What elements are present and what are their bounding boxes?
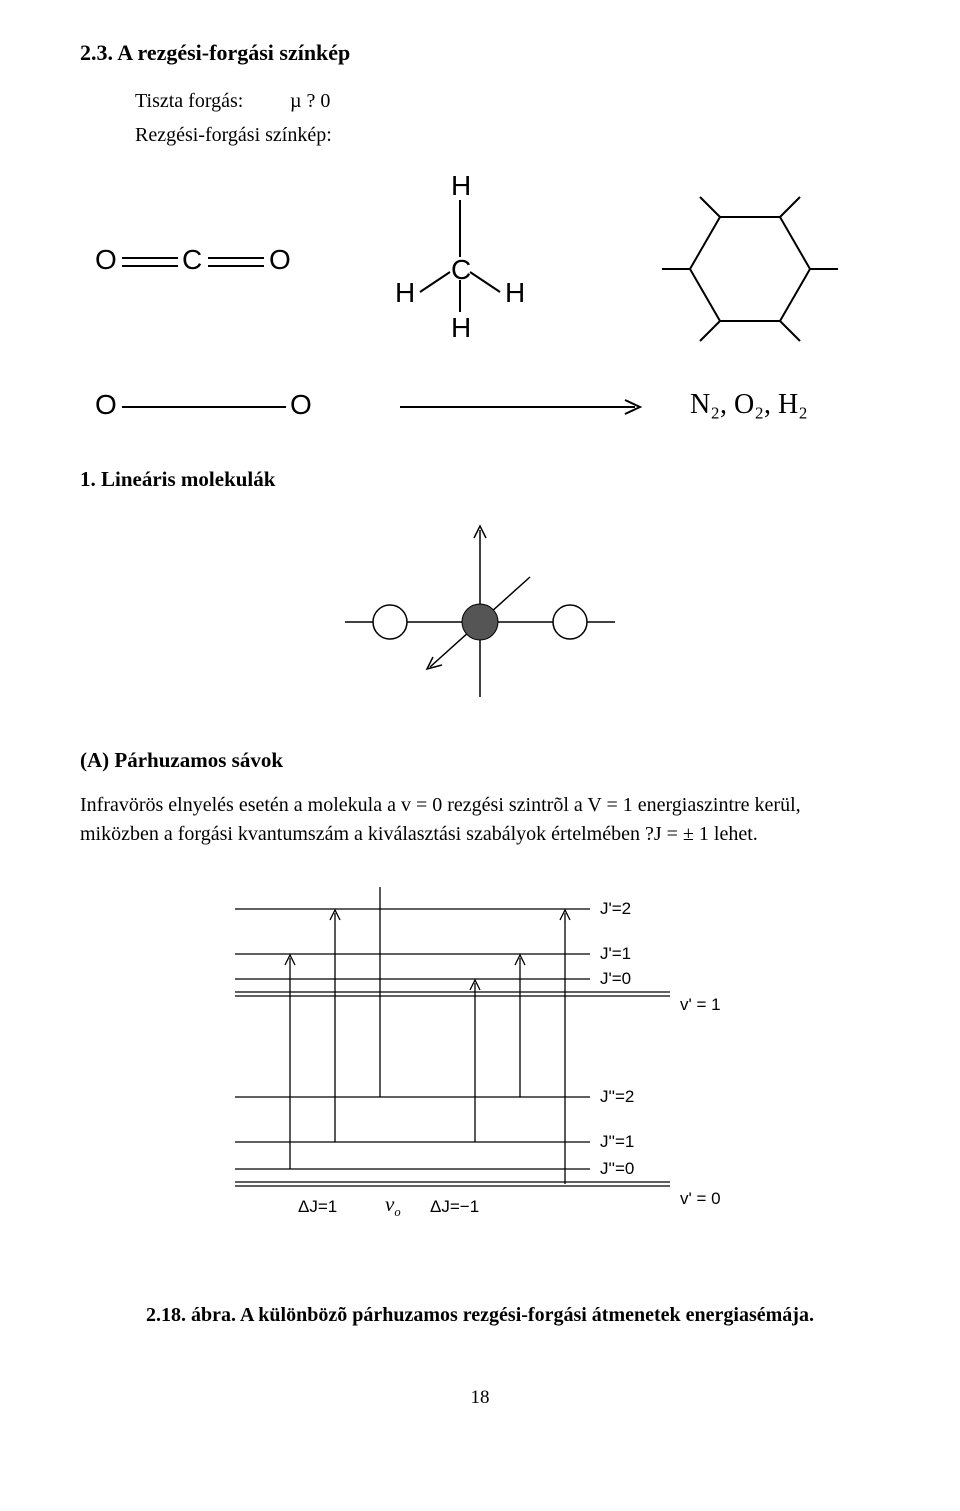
v-prime-1-label: v' = 1	[680, 995, 721, 1015]
j-dprime-2-label: J''=2	[600, 1087, 634, 1107]
ch4-h-right: H	[505, 277, 525, 309]
j-prime-2-label: J'=2	[600, 899, 631, 919]
j-prime-0-label: J'=0	[600, 969, 631, 989]
molecule-diagrams: O C O H C H H H O O N₂, O₂, H₂	[80, 162, 880, 442]
ch4-h-left: H	[395, 277, 415, 309]
tiszta-forgas-value: µ ? 0	[290, 84, 330, 118]
rezgesi-forgasi-label: Rezgési-forgási színkép:	[135, 118, 880, 152]
co2-o1-label: O	[95, 244, 117, 276]
co2-o2-label: O	[269, 244, 291, 276]
page-number: 18	[80, 1387, 880, 1409]
ch4-h-bottom: H	[451, 312, 471, 344]
o2-o1: O	[95, 389, 117, 421]
energy-level-diagram: J'=2 J'=1 J'=0 v' = 1 J''=2 J''=1 J''=0 …	[220, 879, 740, 1274]
body-paragraph: Infravörös elnyelés esetén a molekula a …	[80, 791, 880, 849]
intro-block: Tiszta forgás: µ ? 0 Rezgési-forgási szí…	[135, 84, 880, 152]
j-prime-1-label: J'=1	[600, 944, 631, 964]
linear-molecule-diagram	[80, 512, 880, 718]
v-prime-0-label: v' = 0	[680, 1189, 721, 1209]
delta-j-plus-label: ΔJ=1	[298, 1197, 337, 1217]
n2o2h2-label: N₂, O₂, H₂	[690, 389, 808, 421]
subheading-linear-molecules: 1. Lineáris molekulák	[80, 467, 880, 492]
subheading-parallel-bands: (A) Párhuzamos sávok	[80, 748, 880, 773]
figure-caption: 2.18. ábra. A különbözõ párhuzamos rezgé…	[80, 1304, 880, 1327]
delta-j-minus-label: ΔJ=−1	[430, 1197, 479, 1217]
tiszta-forgas-label: Tiszta forgás:	[135, 84, 290, 118]
j-dprime-0-label: J''=0	[600, 1159, 634, 1179]
ch4-c: C	[451, 254, 471, 286]
section-heading: 2.3. A rezgési-forgási színkép	[80, 40, 880, 66]
co2-c-label: C	[182, 244, 202, 276]
nu0-label: νo	[385, 1192, 401, 1220]
ch4-h-top: H	[451, 170, 471, 202]
j-dprime-1-label: J''=1	[600, 1132, 634, 1152]
o2-o2: O	[290, 389, 312, 421]
